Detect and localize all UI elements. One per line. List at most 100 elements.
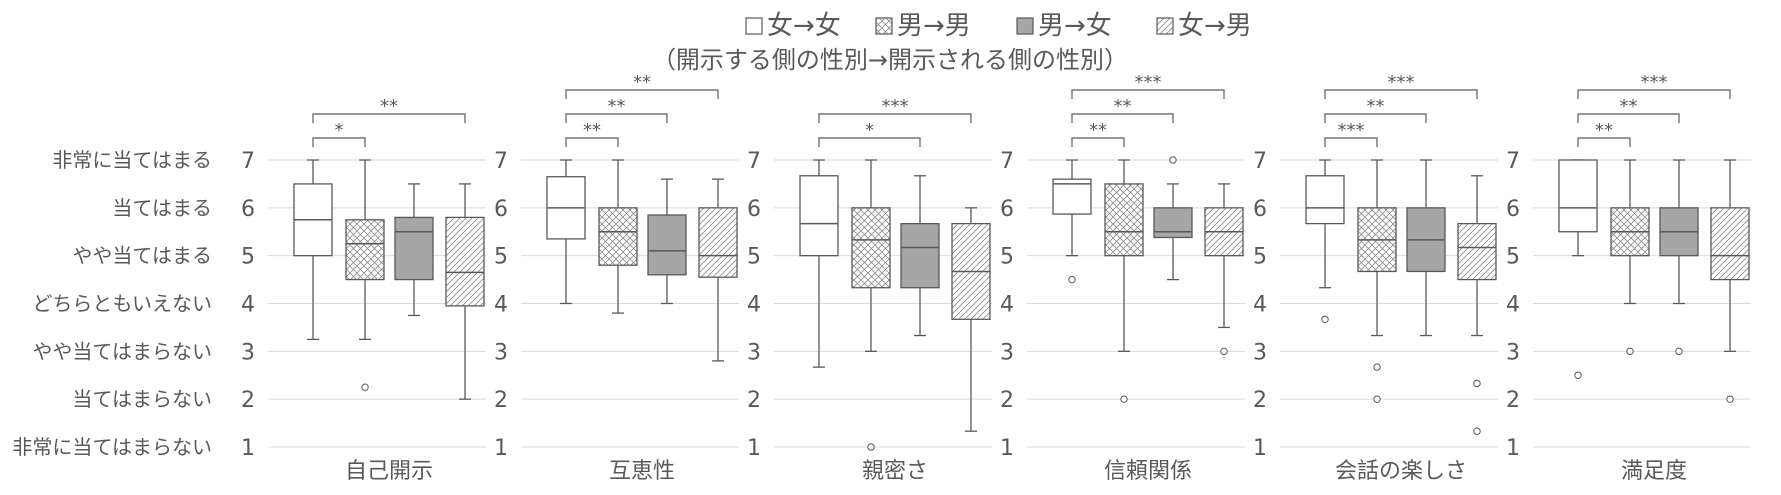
y-tick-label: 2	[1506, 388, 1520, 413]
significance-label: **	[633, 72, 651, 93]
panel-title: 満足度	[1621, 459, 1687, 484]
outlier	[1068, 275, 1076, 284]
bracket-line	[1577, 113, 1680, 123]
y-tick-label: 7	[1253, 149, 1267, 174]
significance-bracket: *	[312, 120, 366, 147]
bracket-line	[312, 137, 366, 147]
y-tick-label: 6	[1253, 197, 1267, 222]
box-2	[345, 159, 385, 391]
significance-bracket: ***	[1071, 72, 1225, 99]
scale-label: 非常に当てはまらない	[12, 435, 212, 459]
y-tick-label: 3	[1506, 340, 1520, 365]
y-tick-label: 4	[1506, 293, 1520, 318]
legend-label: 女→女	[767, 11, 841, 41]
box-body	[1153, 207, 1193, 239]
y-tick-label: 5	[241, 245, 255, 270]
significance-bracket: **	[1071, 96, 1174, 123]
y-tick-label: 4	[241, 293, 255, 318]
y-tick-label: 2	[747, 388, 761, 413]
outlier	[361, 383, 369, 391]
significance-label: **	[608, 96, 626, 117]
y-tick-label: 1	[1253, 436, 1267, 461]
box-2	[851, 159, 891, 451]
box-3	[1153, 156, 1193, 281]
box-2	[598, 159, 638, 314]
outlier	[1169, 156, 1177, 164]
y-tick-label: 6	[1506, 197, 1520, 222]
box-body	[900, 222, 940, 289]
panel-title: 会話の楽しさ	[1335, 459, 1467, 484]
box-1	[293, 159, 333, 341]
bracket-line	[1324, 113, 1427, 123]
significance-bracket: **	[1577, 120, 1631, 147]
legend-swatch	[1016, 17, 1034, 35]
box-1	[1305, 159, 1345, 323]
bracket-line	[1071, 89, 1225, 99]
y-tick-label: 6	[747, 197, 761, 222]
y-tick-label: 4	[1000, 293, 1014, 318]
significance-label: ***	[1388, 72, 1415, 93]
outlier	[867, 443, 875, 451]
scale-label: 当てはまらない	[72, 387, 212, 411]
y-tick-label: 5	[747, 245, 761, 270]
scale-label: どちらともいえない	[32, 292, 212, 316]
significance-label: *	[865, 120, 874, 141]
y-tick-label: 5	[1506, 245, 1520, 270]
y-tick-label: 1	[494, 436, 508, 461]
box-body	[647, 214, 687, 276]
significance-bracket: **	[565, 120, 619, 147]
box-body	[851, 207, 891, 289]
y-tick-label: 4	[747, 293, 761, 318]
significance-label: *	[335, 120, 344, 141]
outlier	[1675, 347, 1683, 356]
bracket-line	[1577, 89, 1731, 99]
legend-swatch	[1156, 17, 1174, 35]
y-tick-label: 3	[1253, 340, 1267, 365]
y-tick-label: 7	[747, 149, 761, 174]
bracket-line	[312, 113, 466, 123]
scale-label: やや当てはまる	[72, 244, 212, 268]
box-body	[445, 216, 485, 307]
significance-bracket: **	[312, 96, 466, 123]
y-tick-label: 3	[494, 340, 508, 365]
box-body	[1052, 178, 1092, 215]
box-body	[1457, 222, 1497, 281]
box-3	[394, 183, 434, 317]
y-tick-label: 3	[1000, 340, 1014, 365]
box-2	[1357, 159, 1397, 403]
y-tick-label: 1	[747, 436, 761, 461]
y-tick-label: 5	[1000, 245, 1014, 270]
y-tick-label: 3	[747, 340, 761, 365]
panel-title: 信頼関係	[1104, 459, 1192, 484]
outlier	[1321, 315, 1329, 323]
outlier	[1726, 395, 1734, 403]
box-body	[345, 219, 385, 281]
significance-bracket: **	[1577, 96, 1680, 123]
significance-bracket: **	[1071, 120, 1125, 147]
y-tick-label: 5	[494, 245, 508, 270]
panel-title: 親密さ	[862, 459, 928, 484]
significance-label: **	[1620, 96, 1638, 117]
legend-label: 男→男	[897, 11, 971, 41]
y-tick-label: 7	[1506, 149, 1520, 174]
box-4	[698, 178, 738, 362]
box-4	[1457, 175, 1497, 435]
bracket-line	[1324, 89, 1478, 99]
box-4	[1204, 183, 1244, 356]
bracket-line	[565, 89, 719, 99]
legend: 女→女 男→男 男→女 女→男	[745, 11, 1252, 41]
outlier	[1120, 395, 1128, 403]
box-2	[1104, 159, 1144, 403]
legend-label: 女→男	[1178, 11, 1252, 41]
box-2	[1610, 159, 1650, 356]
legend-swatch	[875, 17, 893, 35]
significance-bracket: ***	[1324, 120, 1378, 147]
significance-label: **	[583, 120, 601, 141]
scale-label: 当てはまる	[112, 196, 212, 220]
outlier	[1473, 427, 1481, 435]
box-1	[1558, 159, 1598, 379]
outlier	[1473, 379, 1481, 388]
bracket-line	[565, 137, 619, 147]
